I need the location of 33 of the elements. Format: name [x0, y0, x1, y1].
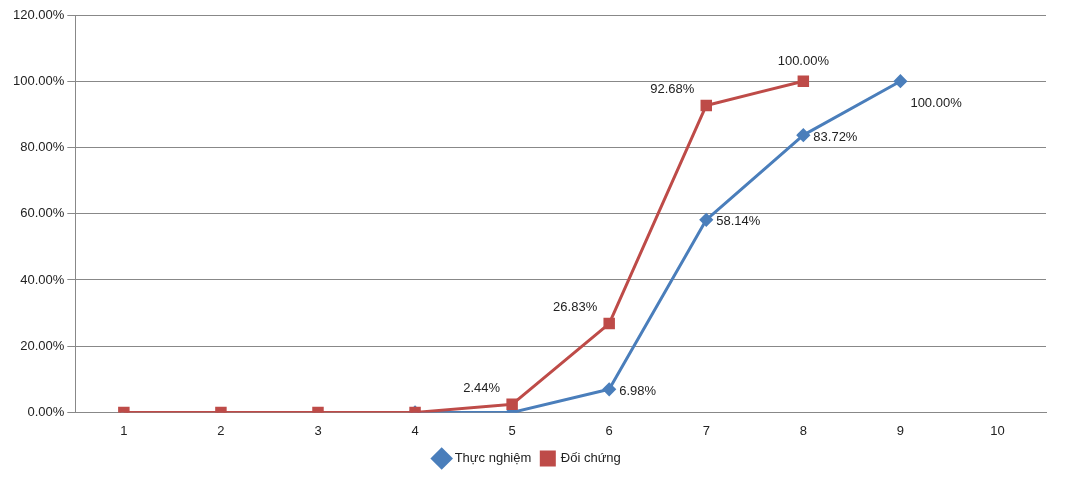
y-tick-label: 20.00% [20, 337, 65, 353]
x-tick-label: 7 [702, 422, 710, 438]
point [699, 213, 713, 227]
data-label: 92.68% [650, 81, 695, 97]
x-tick-label: 5 [508, 422, 516, 438]
y-tick-label: 120.00% [12, 6, 65, 22]
y-tick-label: 100.00% [12, 72, 65, 88]
x-tick-label: 6 [605, 422, 613, 438]
x-tick-label: 9 [896, 422, 905, 438]
x-tick-label: 8 [799, 422, 807, 438]
legend-label: Đối chứng [560, 450, 621, 466]
data-label: 83.72% [813, 128, 858, 144]
data-label: 100.00% [910, 94, 963, 110]
y-tick-label: 0.00% [27, 403, 65, 419]
x-tick-label: 3 [314, 422, 322, 438]
point [603, 317, 615, 330]
data-label: 6.98% [619, 382, 657, 398]
point [796, 128, 810, 142]
y-tick-label: 60.00% [20, 205, 65, 221]
y-tick-label: 40.00% [20, 271, 65, 287]
data-label: 100.00% [777, 52, 830, 68]
point [700, 99, 713, 112]
x-tick-label: 10 [990, 422, 1005, 438]
point [893, 74, 907, 88]
point [797, 75, 810, 87]
x-tick-label: 2 [217, 422, 225, 438]
x-tick-label: 4 [411, 422, 419, 438]
legend-label: Thực nghiệm [454, 450, 532, 466]
x-tick-label: 1 [120, 422, 128, 438]
data-label: 58.14% [716, 213, 761, 229]
data-label: 2.44% [463, 379, 501, 395]
y-tick-label: 80.00% [20, 139, 65, 155]
data-label: 26.83% [553, 299, 598, 315]
